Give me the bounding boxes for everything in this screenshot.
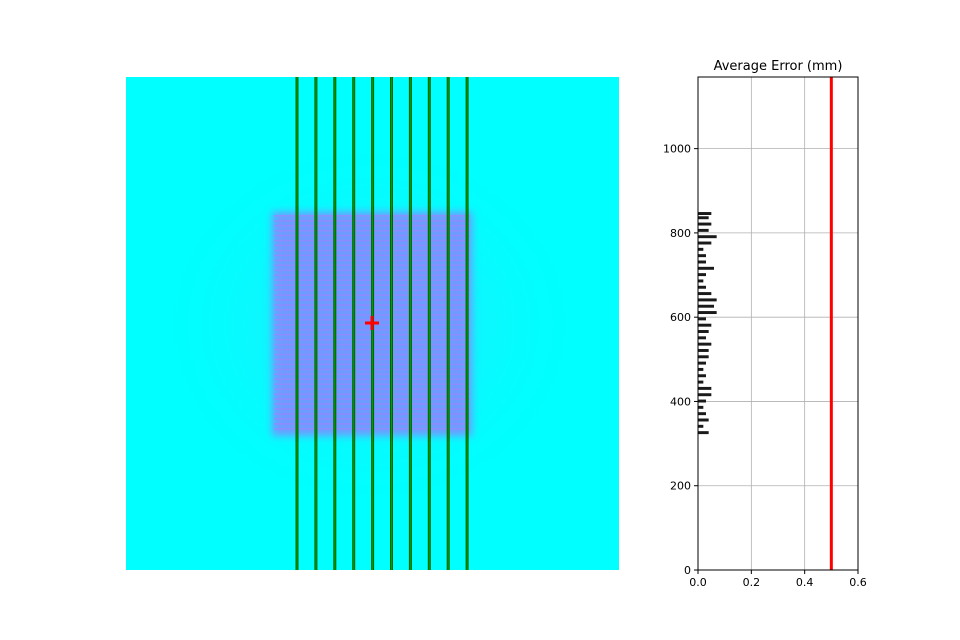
error-chart: Average Error (mm) 0.0 0.2 0.4 0.6 0 200 400 6… [663, 59, 867, 589]
y-tick-label: 1000 [663, 143, 691, 156]
error-bar [698, 361, 706, 365]
error-bar [698, 367, 704, 371]
error-bar [698, 212, 712, 215]
y-axis-ticks: 0 200 400 600 800 1000 [663, 143, 698, 577]
error-bar [698, 241, 712, 245]
error-bar [698, 216, 709, 220]
center-marker [365, 316, 379, 330]
error-bar [698, 235, 717, 239]
error-bar [698, 222, 712, 226]
error-bar [698, 380, 704, 384]
error-bar [698, 431, 709, 435]
error-bar [698, 311, 717, 315]
x-tick-label: 0.4 [796, 576, 814, 589]
error-bar [698, 317, 706, 321]
x-axis-ticks: 0.0 0.2 0.4 0.6 [689, 570, 867, 589]
error-bar [698, 405, 704, 409]
error-bar [698, 355, 709, 359]
error-bar [698, 348, 709, 352]
error-bar [698, 412, 706, 416]
chart-title: Average Error (mm) [714, 59, 843, 74]
error-bar [698, 273, 706, 277]
chart-bars [698, 212, 717, 435]
error-bar [698, 279, 704, 283]
chart-frame [697, 76, 859, 571]
y-tick-label: 0 [684, 564, 691, 577]
y-tick-label: 800 [670, 227, 691, 240]
error-bar [698, 323, 712, 327]
vertical-lines [295, 77, 469, 570]
error-bar [698, 254, 706, 258]
error-bar [698, 393, 712, 397]
image-panel [126, 77, 619, 570]
error-bar [698, 330, 709, 333]
error-bar [698, 386, 712, 390]
error-bar [698, 304, 714, 308]
error-bar [698, 374, 706, 378]
error-bar [698, 228, 709, 232]
error-bar [698, 266, 714, 270]
error-bar [698, 285, 706, 289]
x-tick-label: 0.2 [743, 576, 761, 589]
y-tick-label: 400 [670, 395, 691, 408]
y-tick-label: 200 [670, 480, 691, 493]
error-bar [698, 292, 712, 296]
x-tick-label: 0.6 [849, 576, 867, 589]
error-bar [698, 342, 712, 346]
error-bar [698, 424, 704, 428]
error-bar [698, 260, 706, 264]
error-bar [698, 298, 717, 302]
chart-grid [697, 77, 859, 571]
error-bar [698, 336, 706, 340]
y-tick-label: 600 [670, 311, 691, 324]
x-tick-label: 0.0 [689, 576, 707, 589]
error-bar [698, 418, 709, 422]
error-bar [698, 247, 704, 251]
error-bar [698, 399, 706, 403]
